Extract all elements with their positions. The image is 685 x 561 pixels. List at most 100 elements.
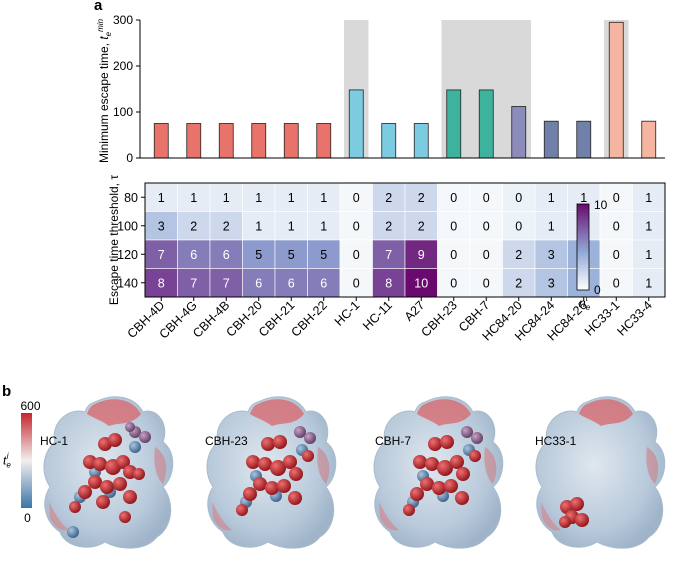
bar-hc84-26 — [576, 120, 592, 159]
residue-sphere — [428, 437, 442, 451]
heatmap-value-label: 5 — [320, 248, 327, 262]
heatmap-value-label: 10 — [414, 276, 428, 290]
bar-cbh-4g — [186, 123, 202, 159]
heatmap-value-label: 8 — [158, 276, 165, 290]
residue-sphere — [88, 475, 102, 489]
bar-y-label-sub: e — [104, 31, 113, 36]
heatmap-value-label: 1 — [548, 191, 555, 205]
protein-surface-hc33-1 — [535, 396, 666, 549]
heatmap-value-label: 1 — [645, 219, 652, 233]
column-tick-label: A27 — [402, 298, 428, 324]
heatmap-value-label: 2 — [515, 276, 522, 290]
heatmap-cell-120-cbh-4b — [209, 239, 243, 269]
residue-sphere — [450, 455, 464, 469]
protein-surface-hc-1 — [43, 396, 174, 549]
residue-sphere — [277, 479, 291, 493]
column-tick-label: HC33-4 — [615, 298, 655, 338]
panel-b-structures: 600 0 tei — [3, 396, 666, 549]
heatmap-value-label: 6 — [223, 248, 230, 262]
bar-cbh-4d — [153, 123, 169, 159]
residue-sphere — [270, 460, 286, 476]
heatmap-cell-120-cbh-4g — [177, 239, 211, 269]
residue-sphere — [559, 516, 571, 528]
heatmap-cell-80-hc-11 — [372, 182, 406, 212]
structure-colorbar-max: 600 — [20, 399, 40, 413]
y-tick-label: 300 — [113, 13, 133, 27]
heatmap-cell-140-cbh-7 — [469, 268, 503, 298]
structure-colorbar-label-t: t — [3, 454, 7, 468]
bar-hc-11 — [381, 123, 397, 159]
heatmap-cell-80-cbh-7 — [469, 182, 503, 212]
residue-sphere — [403, 504, 415, 516]
heatmap-cell-120-hc-11 — [372, 239, 406, 269]
heatmap-frame — [144, 182, 666, 298]
heatmap-cell-100-cbh-4g — [177, 211, 211, 241]
heatmap-value-label: 0 — [515, 219, 522, 233]
heatmap-value-label: 6 — [255, 276, 262, 290]
residue-sphere — [456, 467, 470, 481]
structure-colorbar-label: tei — [3, 452, 11, 470]
protein-label-hc-1: HC-1 — [40, 434, 69, 448]
residue-sphere — [253, 477, 267, 491]
heatmap-value-label: 0 — [450, 276, 457, 290]
residue-sphere — [471, 432, 483, 444]
heatmap-cell-140-hc84-20 — [502, 268, 536, 298]
bar-y-label-main: Minimum escape time, — [97, 40, 111, 163]
y-tick-label: 0 — [126, 151, 133, 165]
heatmap-cell-80-hc33-1 — [599, 182, 633, 212]
heatmap-value-label: 6 — [190, 248, 197, 262]
surface-red-patch — [87, 399, 141, 426]
heatmap-value-label: 7 — [223, 276, 230, 290]
residue-sphere — [288, 491, 302, 505]
heatmap-value-label: 1 — [223, 191, 230, 205]
heatmap-value-label: 0 — [483, 248, 490, 262]
protein-label-hc33-1: HC33-1 — [535, 434, 577, 448]
residue-sphere — [469, 450, 481, 462]
heatmap-value-label: 0 — [613, 248, 620, 262]
heatmap-value-label: 2 — [385, 191, 392, 205]
residue-sphere — [432, 481, 446, 495]
heatmap-value-label: 9 — [418, 248, 425, 262]
surface-red-patch — [212, 502, 232, 531]
heatmap-value-label: 2 — [418, 219, 425, 233]
heatmap-cell-100-cbh-21 — [274, 211, 308, 241]
residue-sphere — [413, 455, 427, 469]
column-tick-label: HC-11 — [360, 298, 395, 333]
heatmap-value-label: 0 — [613, 219, 620, 233]
column-tick-label: CBH-4B — [190, 298, 232, 340]
surface-red-patch — [379, 502, 399, 531]
residue-sphere — [258, 457, 272, 471]
residue-sphere — [455, 491, 469, 505]
heatmap-cell-140-hc33-4 — [632, 268, 666, 298]
residue-sphere — [129, 441, 141, 453]
heatmap-y-axis-label: Escape time threshold, τ — [107, 175, 121, 305]
heatmap-value-label: 1 — [580, 191, 587, 205]
heatmap-value-label: 0 — [613, 191, 620, 205]
heatmap-value-label: 1 — [158, 191, 165, 205]
surface-red-patch — [579, 399, 633, 426]
bar-cbh-21 — [283, 123, 299, 159]
heatmap-value-label: 3 — [158, 219, 165, 233]
heatmap: 1111110220001101322111022000110176655507… — [107, 175, 666, 343]
residue-sphere — [289, 467, 303, 481]
heatmap-value-label: 1 — [190, 191, 197, 205]
colorbar-max-label: 10 — [594, 198, 608, 212]
heatmap-value-label: 0 — [515, 191, 522, 205]
residue-sphere — [133, 468, 145, 480]
row-tick-label: 80 — [124, 191, 138, 205]
heatmap-value-label: 1 — [288, 219, 295, 233]
heatmap-cell-140-cbh-20 — [242, 268, 276, 298]
colorbar-label: neτ — [579, 294, 591, 312]
heatmap-cell-100-hc33-4 — [632, 211, 666, 241]
residue-sphere — [113, 477, 127, 491]
heatmap-value-label: 0 — [483, 276, 490, 290]
surface-red-patch — [154, 447, 167, 484]
row-tick-label: 140 — [117, 276, 138, 290]
heatmap-cell-100-cbh-23 — [437, 211, 471, 241]
heatmap-value-label: 3 — [548, 276, 555, 290]
bar-hc84-24 — [543, 120, 559, 159]
residue-sphere — [265, 481, 279, 495]
heatmap-value-label: 3 — [548, 248, 555, 262]
heatmap-value-label: 8 — [385, 276, 392, 290]
residue-sphere — [108, 433, 122, 447]
